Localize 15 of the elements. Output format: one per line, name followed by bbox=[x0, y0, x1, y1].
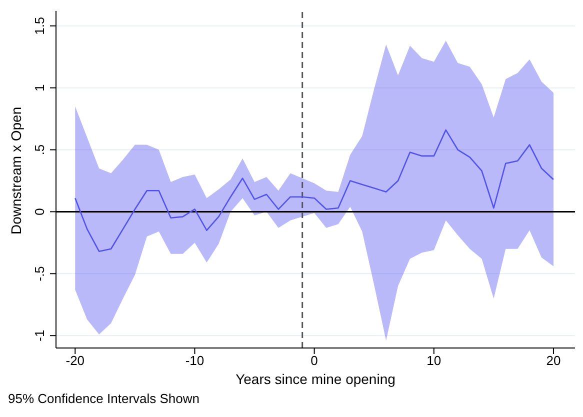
x-tick-label: 10 bbox=[426, 353, 442, 368]
y-axis-title: Downstream x Open bbox=[8, 106, 24, 234]
y-tick-label: -1 bbox=[32, 330, 47, 342]
x-tick-label: -10 bbox=[185, 353, 204, 368]
y-tick-label: 1.5 bbox=[32, 16, 47, 35]
x-axis-title: Years since mine opening bbox=[236, 371, 396, 387]
line-series bbox=[74, 129, 554, 252]
x-tick-label: -20 bbox=[66, 353, 85, 368]
y-tick-label: 1 bbox=[32, 84, 47, 92]
y-tick-label: 0 bbox=[32, 208, 47, 216]
x-tick-label: 0 bbox=[310, 353, 318, 368]
y-tick-label: -.5 bbox=[32, 266, 47, 282]
y-tick-label: .5 bbox=[32, 144, 47, 156]
text: 95% Confidence Intervals Shown bbox=[8, 391, 200, 406]
x-tick-label: 20 bbox=[546, 353, 561, 368]
